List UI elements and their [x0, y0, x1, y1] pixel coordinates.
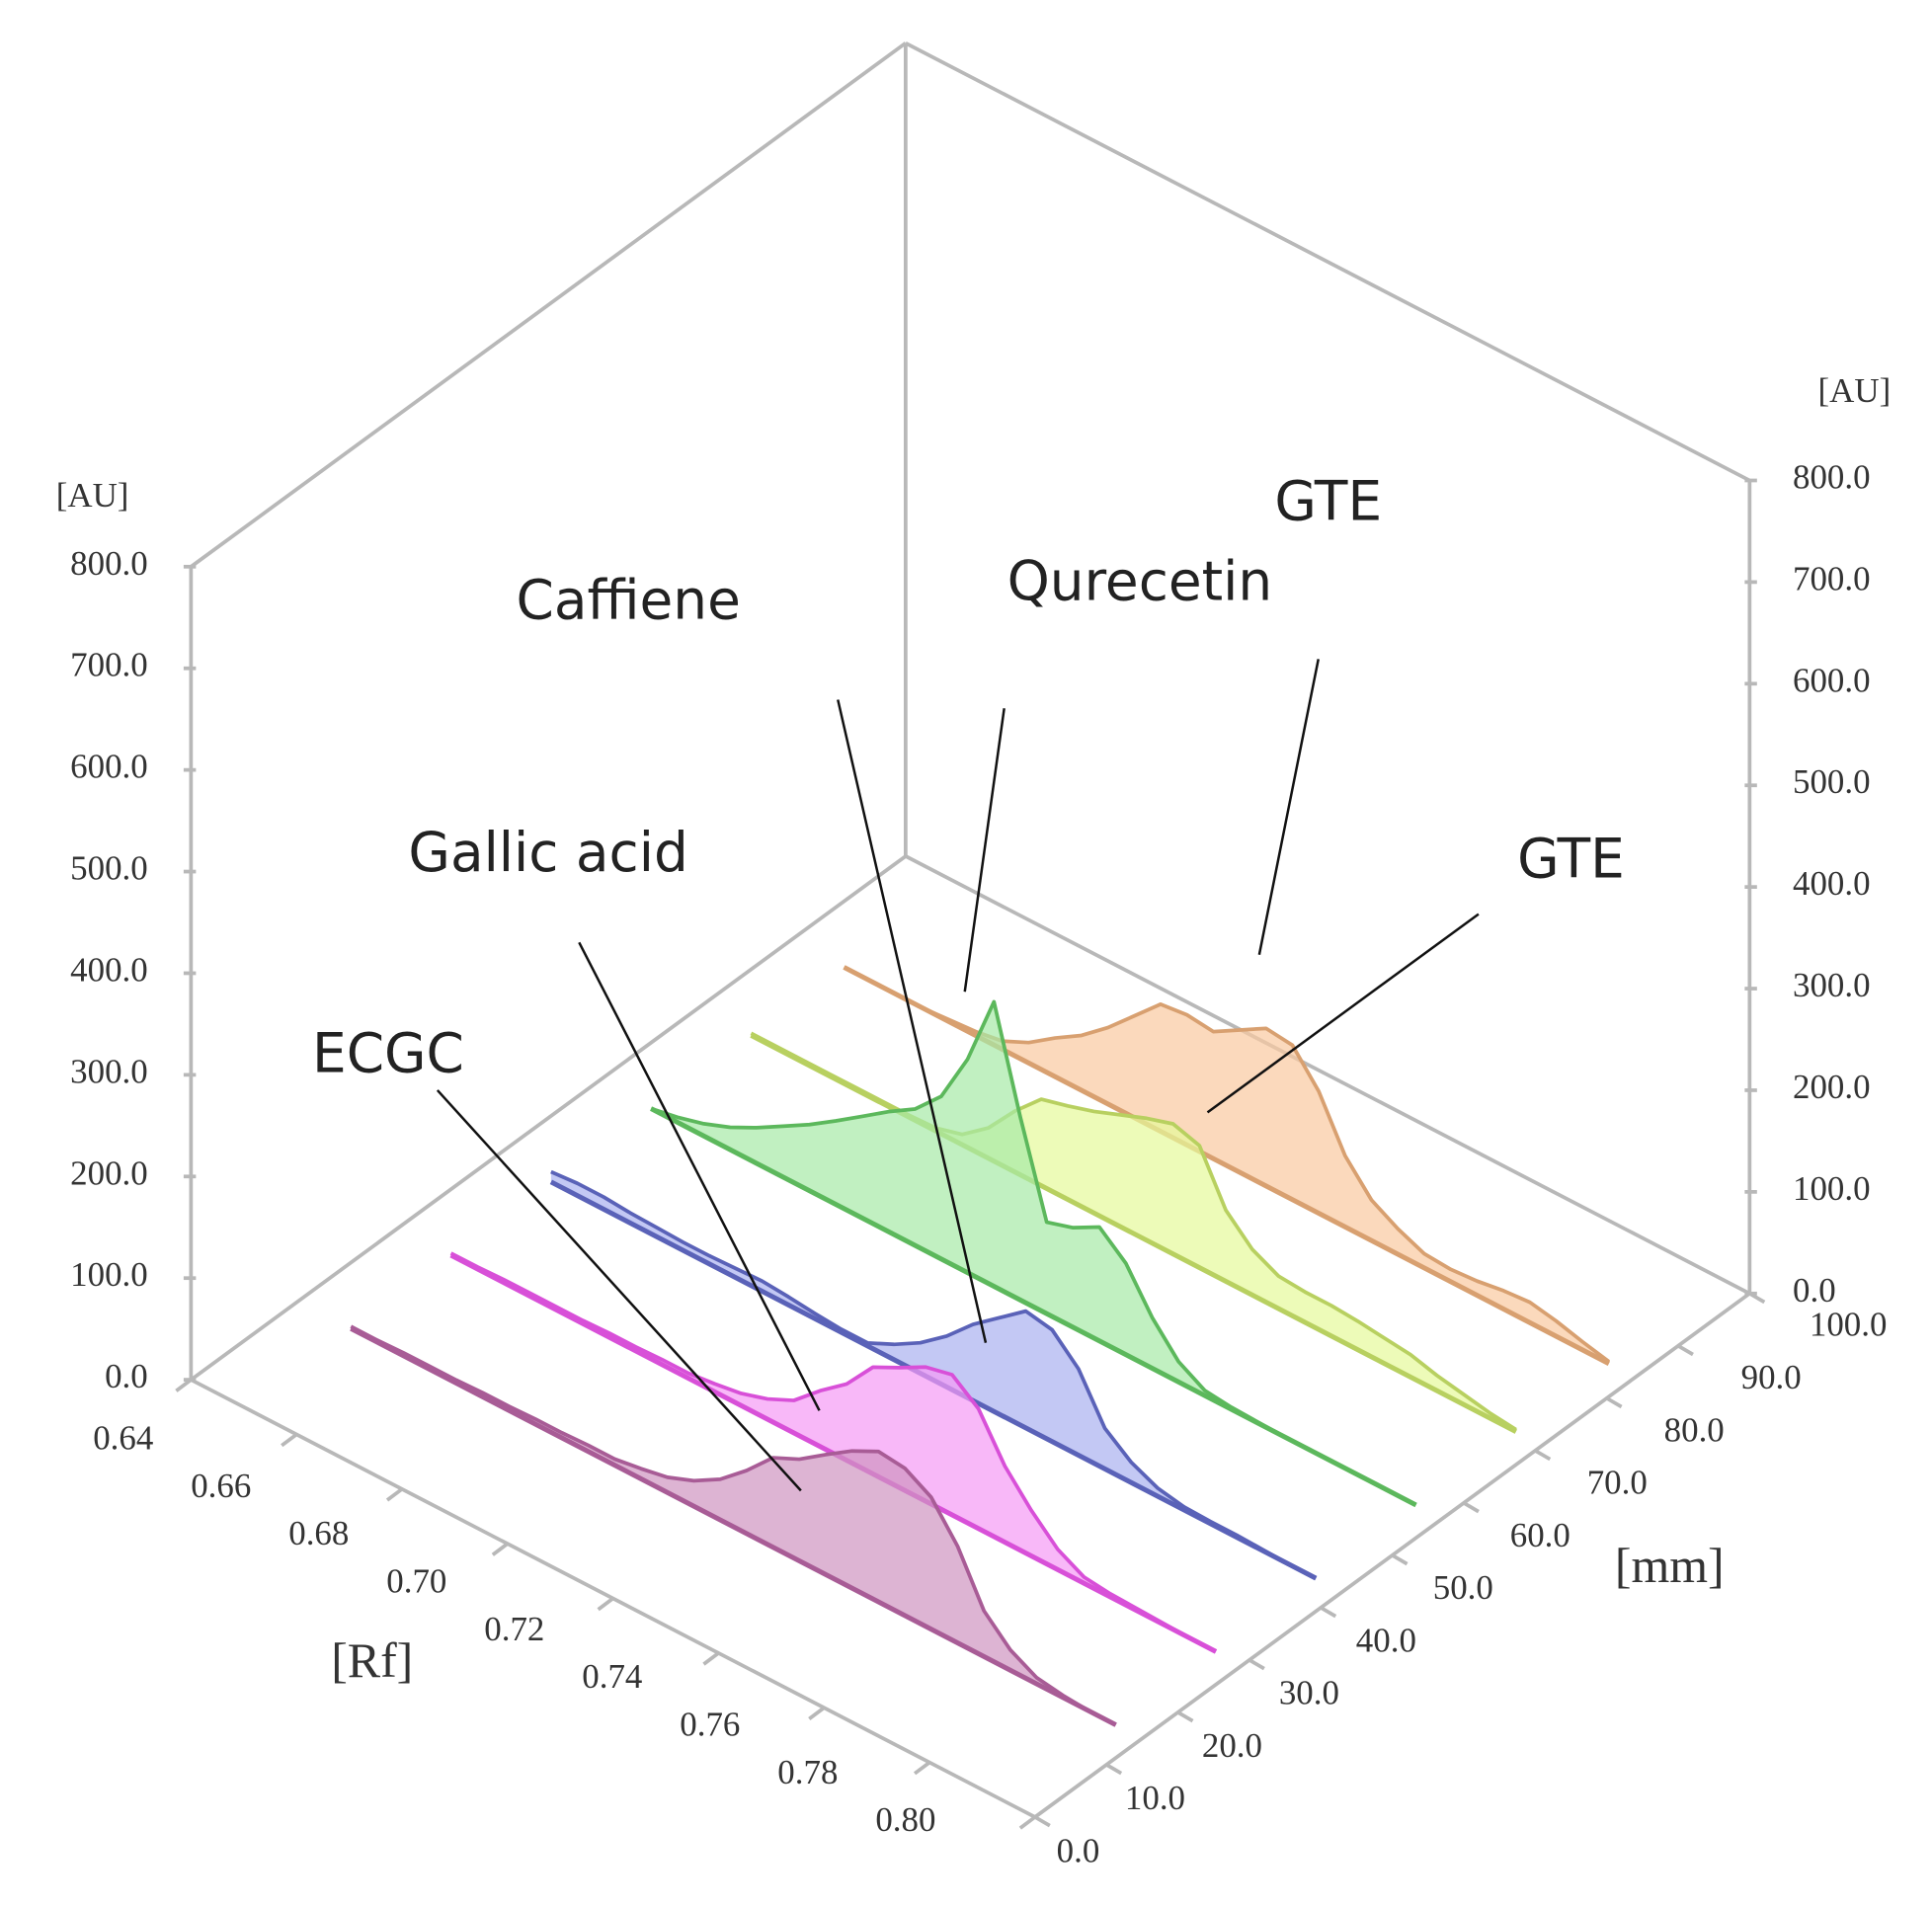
z-tick — [1677, 1344, 1694, 1357]
z-tick-label: 30.0 — [1279, 1674, 1339, 1712]
track-baseline — [843, 965, 1611, 1366]
z-tick-label: 60.0 — [1510, 1516, 1570, 1554]
y-tick-label: 700.0 — [70, 646, 148, 684]
x-tick — [1018, 1815, 1036, 1830]
z-tick — [1605, 1396, 1623, 1409]
z-tick-label: 70.0 — [1587, 1464, 1648, 1502]
y2-tick-label: 800.0 — [1793, 458, 1871, 497]
y2-tick-label: 500.0 — [1793, 762, 1871, 801]
y2-tick-label: 0.0 — [1793, 1271, 1836, 1310]
z-tick — [1748, 1292, 1766, 1305]
x-tick-label: 0.66 — [191, 1467, 251, 1505]
y2-tick-label: 200.0 — [1793, 1068, 1871, 1106]
z-tick-label: 90.0 — [1741, 1358, 1802, 1396]
y2-tick-label: 100.0 — [1793, 1169, 1871, 1208]
profile-line — [750, 1031, 1517, 1432]
y2-axis-title: [AU] — [1818, 371, 1892, 410]
annotation: GTE — [1517, 827, 1625, 890]
z-tick-label: 40.0 — [1356, 1621, 1416, 1659]
y-axis-title: [AU] — [56, 476, 129, 515]
leader-line — [1206, 913, 1480, 1114]
x-tick — [491, 1542, 509, 1556]
axis-line — [905, 40, 1751, 483]
leader-line — [436, 1089, 802, 1492]
x-tick — [913, 1761, 931, 1776]
x-tick — [175, 1378, 193, 1392]
axis-line — [905, 854, 1751, 1296]
leader-line — [1257, 659, 1320, 955]
x-tick-label: 0.68 — [288, 1514, 349, 1552]
y-tick-label: 600.0 — [70, 748, 148, 786]
z-tick-label: 0.0 — [1057, 1831, 1100, 1869]
z-axis-title: [mm] — [1615, 1539, 1725, 1593]
x-tick-label: 0.78 — [777, 1753, 838, 1791]
annotation: Qurecetin — [1007, 550, 1273, 613]
profile-line — [449, 1251, 1217, 1654]
profile-line — [843, 965, 1611, 1364]
y-tick-label: 500.0 — [70, 849, 148, 888]
y2-tick-label: 300.0 — [1793, 966, 1871, 1004]
track-baseline — [350, 1326, 1117, 1727]
x-tick-label: 0.64 — [93, 1418, 153, 1457]
y-tick-label: 100.0 — [70, 1255, 148, 1294]
z-tick — [1463, 1501, 1480, 1514]
z-tick — [1320, 1606, 1337, 1619]
y-tick-label: 300.0 — [70, 1052, 148, 1090]
annotation: Gallic acid — [408, 821, 687, 884]
z-tick-label: 100.0 — [1810, 1306, 1888, 1344]
y2-tick-label: 400.0 — [1793, 864, 1871, 903]
x-tick — [385, 1487, 404, 1502]
x-tick — [597, 1597, 614, 1612]
z-tick-label: 80.0 — [1664, 1410, 1725, 1449]
z-tick-label: 50.0 — [1433, 1568, 1493, 1607]
annotation: Caffiene — [517, 568, 741, 631]
x-tick-label: 0.80 — [875, 1800, 935, 1839]
x-tick-label: 0.70 — [386, 1562, 446, 1601]
y-tick-label: 0.0 — [105, 1357, 148, 1395]
z-tick — [1391, 1553, 1409, 1566]
profile-line — [650, 999, 1417, 1507]
axis-line — [190, 854, 907, 1382]
area-fill — [651, 1001, 1416, 1505]
x-axis-title: [Rf] — [331, 1633, 413, 1688]
profile-line — [550, 1169, 1318, 1580]
annotation: ECGC — [312, 1021, 464, 1084]
x-tick-label: 0.76 — [680, 1706, 740, 1744]
y2-tick-label: 600.0 — [1793, 661, 1871, 699]
profile-line — [350, 1324, 1117, 1727]
x-tick — [808, 1706, 826, 1720]
x-tick-label: 0.72 — [484, 1610, 544, 1648]
annotation: GTE — [1274, 470, 1382, 533]
leader-line — [578, 941, 821, 1411]
z-tick-label: 20.0 — [1202, 1726, 1262, 1765]
x-tick — [702, 1651, 720, 1666]
y-tick-label: 200.0 — [70, 1153, 148, 1192]
z-tick-label: 10.0 — [1125, 1779, 1185, 1817]
z-tick — [1534, 1449, 1552, 1462]
z-tick — [1105, 1763, 1123, 1776]
y-tick-label: 400.0 — [70, 950, 148, 989]
axis-line — [190, 41, 907, 569]
x-tick — [281, 1432, 298, 1448]
z-tick — [1176, 1710, 1194, 1723]
y-tick-label: 800.0 — [70, 544, 148, 583]
leader-line — [963, 708, 1006, 993]
x-tick-label: 0.74 — [582, 1657, 642, 1696]
leader-line — [837, 699, 988, 1343]
y2-tick-label: 700.0 — [1793, 559, 1871, 597]
z-tick — [1033, 1815, 1051, 1828]
z-tick — [1248, 1658, 1265, 1671]
